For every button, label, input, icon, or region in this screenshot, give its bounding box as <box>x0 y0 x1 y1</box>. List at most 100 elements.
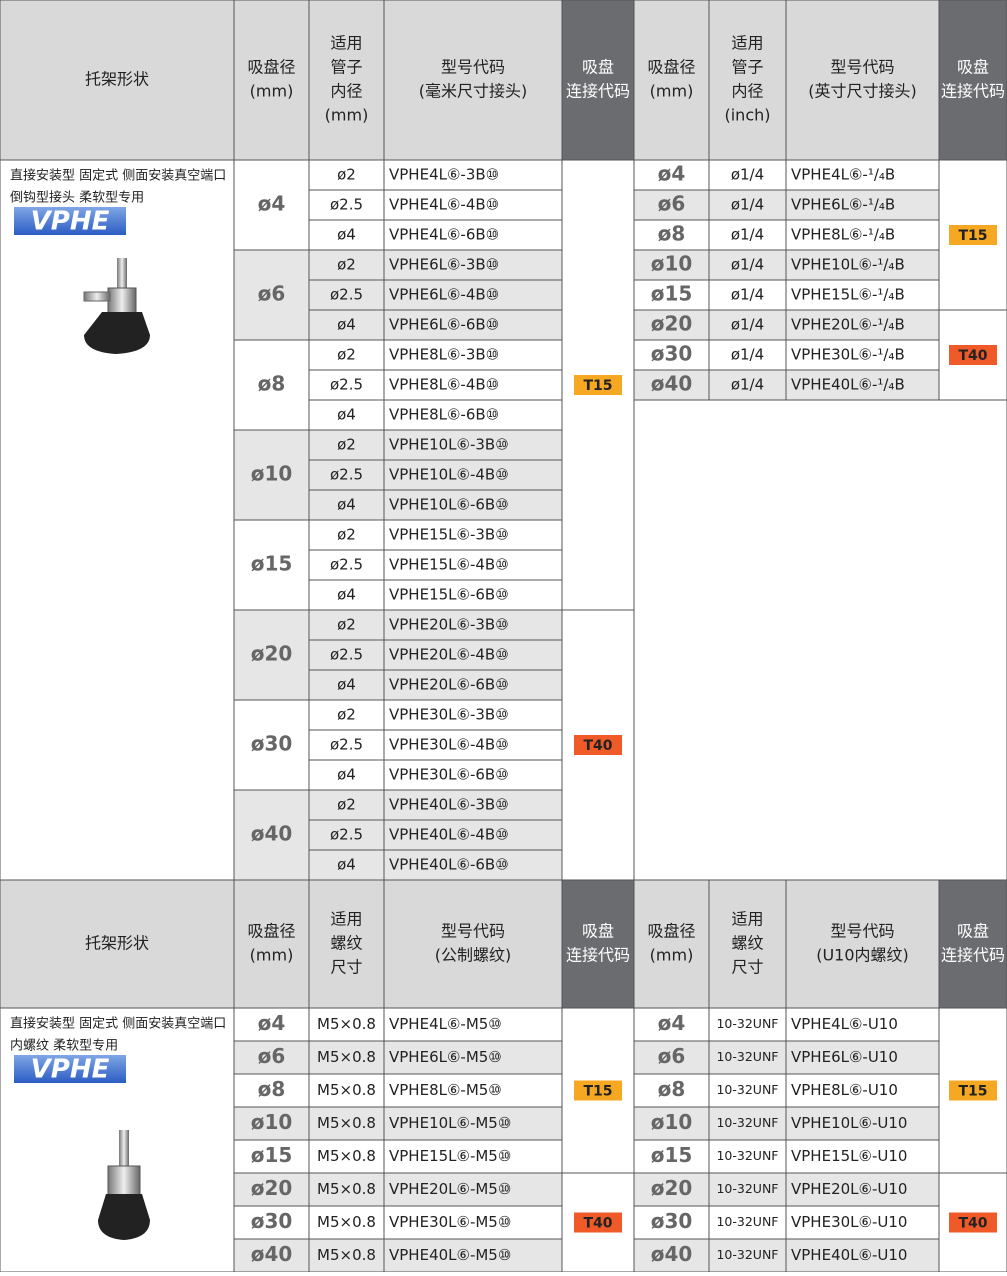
cell-text: 内径 <box>330 82 362 101</box>
cell-text: ø2.5 <box>330 376 363 394</box>
cell-text: ø2.5 <box>330 286 363 304</box>
cell-text: ø1/4 <box>731 376 764 394</box>
cell-text: 适用 <box>731 910 763 929</box>
series-badge <box>14 1055 126 1083</box>
diameter: ø6 <box>658 1044 686 1068</box>
cell <box>633 1172 710 1207</box>
cell-text: 尺寸 <box>330 958 362 977</box>
diameter: ø30 <box>251 1209 293 1233</box>
cell-text: 管子 <box>330 58 362 77</box>
cell-text: 10-32UNF <box>716 1082 778 1097</box>
cell-text: ø2 <box>337 256 356 274</box>
cell-text: ø2.5 <box>330 466 363 484</box>
cell-text: VPHE20L⑥-3B⑩ <box>389 616 509 634</box>
code-badge <box>574 1080 622 1101</box>
cell <box>383 279 563 311</box>
cell-text: (英寸尺寸接头) <box>808 82 917 101</box>
cell-text: VPHE20L⑥-4B⑩ <box>389 646 509 664</box>
cell <box>383 639 563 671</box>
diameter: ø30 <box>651 342 693 366</box>
cell <box>708 1172 787 1207</box>
cell <box>633 1238 710 1273</box>
cell-text: VPHE40L⑥-4B⑩ <box>389 826 509 844</box>
cell-text: VPHE <box>31 207 110 237</box>
cell-text: 连接代码 <box>941 946 1005 965</box>
cell-text: 连接代码 <box>941 82 1005 101</box>
cell-text: 型号代码 <box>830 58 894 77</box>
cell <box>785 189 940 221</box>
cell <box>785 1238 940 1273</box>
cell-text: VPHE40L⑥-¹/₄B <box>791 376 905 394</box>
diameter: ø10 <box>651 252 693 276</box>
cell-text: VPHE10L⑥-4B⑩ <box>389 466 509 484</box>
cell-text: VPHE15L⑥-3B⑩ <box>389 526 509 544</box>
cell-text: T40 <box>958 348 987 364</box>
cell <box>0 0 235 161</box>
cell <box>633 1040 710 1075</box>
cell <box>785 1073 940 1108</box>
cell <box>383 549 563 581</box>
cell-text: ø2.5 <box>330 826 363 844</box>
cell-text: ø1/4 <box>731 226 764 244</box>
cell-text: VPHE40L⑥-M5⑩ <box>389 1246 511 1264</box>
cell-text: (mm) <box>250 946 294 965</box>
cell-text: (公制螺纹) <box>435 946 512 965</box>
cell <box>383 789 563 821</box>
cell <box>308 759 385 791</box>
cell <box>383 0 563 161</box>
cell-text: 吸盘径 <box>247 922 295 941</box>
cell-text: 吸盘 <box>582 922 614 941</box>
cell <box>308 669 385 701</box>
code-badge <box>949 345 997 365</box>
cell-text: VPHE15L⑥-M5⑩ <box>389 1147 511 1165</box>
cell-text: VPHE40L⑥-3B⑩ <box>389 796 509 814</box>
cell <box>308 279 385 311</box>
cell <box>785 309 940 341</box>
cell-text: VPHE6L⑥-U10 <box>791 1048 898 1066</box>
cell <box>308 159 385 191</box>
cell <box>785 1172 940 1207</box>
cell-text: VPHE4L⑥-M5⑩ <box>389 1015 502 1033</box>
diameter: ø4 <box>658 1011 686 1035</box>
cell-text: ø2 <box>337 436 356 454</box>
cell-text: VPHE30L⑥-6B⑩ <box>389 766 509 784</box>
cell-text: 托架形状 <box>85 70 149 89</box>
cell-text: 螺纹 <box>330 934 362 953</box>
cell <box>383 339 563 371</box>
series-badge <box>14 207 126 235</box>
cell <box>383 669 563 701</box>
cell-text: ø4 <box>337 766 356 784</box>
cell-text: T40 <box>958 1216 987 1232</box>
cell-text: ø2.5 <box>330 646 363 664</box>
cell-text: 10-32UNF <box>716 1181 778 1196</box>
cell <box>633 1007 710 1042</box>
cell-text: (毫米尺寸接头) <box>419 82 528 101</box>
cell-text: VPHE20L⑥-¹/₄B <box>791 316 905 334</box>
cell-text: M5×0.8 <box>317 1048 376 1066</box>
cell <box>785 159 940 191</box>
diameter: ø20 <box>251 642 293 666</box>
cell-text: VPHE4L⑥-¹/₄B <box>791 166 895 184</box>
cell <box>308 579 385 611</box>
cell <box>383 609 563 641</box>
cell <box>383 1073 563 1108</box>
cell-text: 内螺纹 柔软型专用 <box>10 1038 118 1054</box>
diameter: ø8 <box>658 222 686 246</box>
cell <box>308 1172 385 1207</box>
cell <box>708 249 787 281</box>
cell-text: VPHE8L⑥-3B⑩ <box>389 346 499 364</box>
cell-text: VPHE8L⑥-M5⑩ <box>389 1081 502 1099</box>
cell <box>708 159 787 191</box>
diameter: ø20 <box>651 312 693 336</box>
cell-text: VPHE30L⑥-4B⑩ <box>389 736 509 754</box>
cell <box>308 429 385 461</box>
cell-text: 连接代码 <box>566 82 630 101</box>
cell <box>308 849 385 881</box>
cell-text: VPHE20L⑥-U10 <box>791 1180 907 1198</box>
cell <box>383 189 563 221</box>
cell <box>785 1106 940 1141</box>
cell-text: 吸盘径 <box>647 922 695 941</box>
cell-text: VPHE15L⑥-6B⑩ <box>389 586 509 604</box>
cell <box>633 399 1007 881</box>
